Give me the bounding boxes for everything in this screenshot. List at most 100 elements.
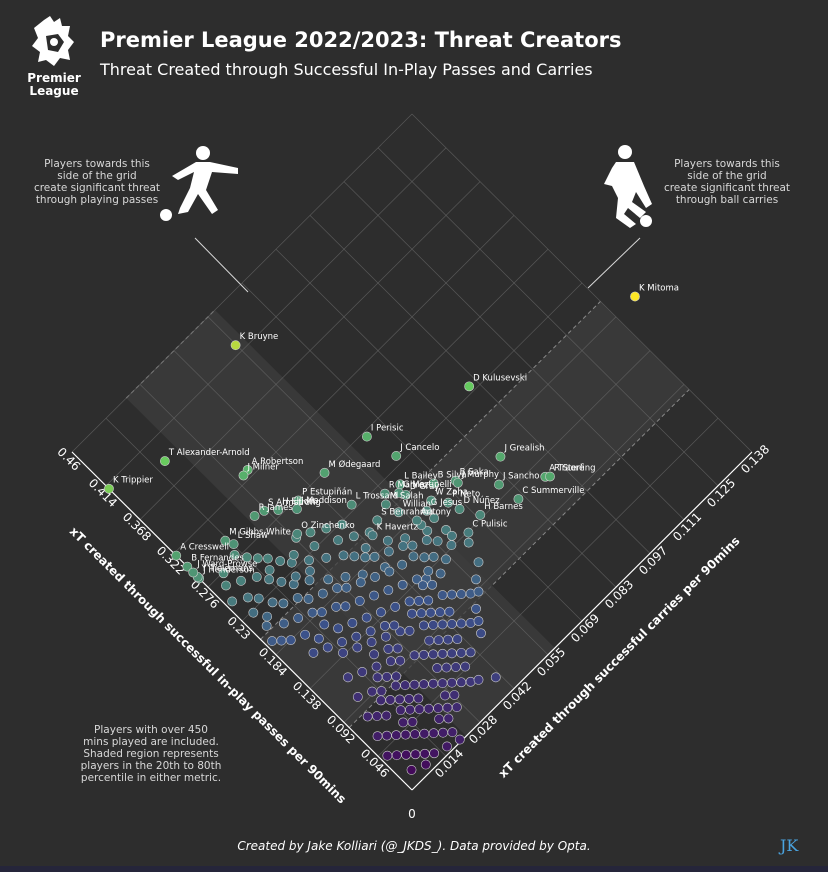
player-point bbox=[276, 576, 287, 587]
labeled-player-point bbox=[171, 550, 182, 561]
player-point bbox=[444, 606, 455, 617]
grid-line bbox=[139, 384, 481, 723]
player-point bbox=[441, 554, 451, 565]
player-point bbox=[447, 589, 457, 600]
player-point bbox=[437, 648, 448, 659]
player-point bbox=[371, 661, 382, 672]
player-point bbox=[218, 568, 229, 579]
player-point bbox=[347, 618, 358, 628]
player-point bbox=[243, 592, 253, 603]
grid-line bbox=[377, 147, 719, 487]
chart-title: Premier League 2022/2023: Threat Creator… bbox=[100, 28, 622, 52]
player-point bbox=[437, 619, 448, 630]
player-name-label: J Ward-Prowse bbox=[196, 560, 257, 570]
player-point bbox=[450, 662, 461, 672]
player-point bbox=[417, 580, 428, 591]
player-point bbox=[331, 601, 342, 612]
player-point bbox=[372, 711, 382, 721]
player-point bbox=[323, 574, 334, 585]
player-point bbox=[379, 620, 390, 631]
player-name-label: B Saka bbox=[460, 468, 489, 478]
player-point bbox=[421, 535, 432, 546]
carrying-player-icon bbox=[604, 145, 652, 228]
player-point bbox=[429, 513, 440, 524]
player-point bbox=[381, 730, 392, 741]
labeled-player-point bbox=[159, 456, 170, 466]
player-point bbox=[340, 601, 351, 612]
labeled-player-point bbox=[454, 504, 465, 514]
player-point bbox=[410, 749, 421, 760]
player-point bbox=[264, 565, 275, 575]
labeled-player-point bbox=[412, 515, 422, 526]
player-point bbox=[394, 694, 405, 705]
player-name-label: J Milner bbox=[246, 463, 279, 473]
player-point bbox=[360, 543, 371, 553]
player-point bbox=[381, 671, 392, 682]
carries-pointer-line bbox=[587, 237, 641, 289]
player-point bbox=[264, 574, 275, 585]
player-point bbox=[425, 607, 436, 618]
player-point bbox=[407, 608, 417, 619]
player-name-label: L Shaw bbox=[238, 531, 268, 541]
player-point bbox=[308, 647, 319, 658]
player-point bbox=[423, 566, 434, 576]
y-tick-label: 0.069 bbox=[568, 611, 602, 645]
logo-text-league: League bbox=[29, 84, 79, 98]
player-point bbox=[376, 695, 386, 706]
player-point bbox=[349, 551, 360, 562]
player-point bbox=[419, 728, 430, 739]
player-name-label: P Estupiñán bbox=[302, 487, 352, 497]
player-point bbox=[333, 623, 343, 634]
player-point bbox=[419, 748, 430, 759]
method-note: Players with over 450 mins played are in… bbox=[70, 724, 232, 784]
logo-text-premier: Premier bbox=[27, 71, 81, 85]
player-point bbox=[351, 631, 362, 642]
player-point bbox=[380, 631, 391, 642]
player-name-label: S Benrahma bbox=[381, 507, 433, 517]
grid-line bbox=[309, 215, 651, 554]
player-point bbox=[416, 608, 427, 619]
player-point bbox=[227, 596, 238, 607]
player-name-label: L Trossard bbox=[356, 492, 399, 502]
labeled-player-point bbox=[443, 497, 454, 508]
player-name-label: Y Tielemans bbox=[201, 564, 254, 574]
player-name-label: J Cancelo bbox=[399, 443, 439, 453]
labeled-player-point bbox=[362, 431, 372, 442]
player-point bbox=[463, 537, 474, 548]
player-point bbox=[423, 703, 434, 714]
grid-line bbox=[173, 350, 515, 689]
labeled-player-point bbox=[630, 291, 640, 302]
player-point bbox=[321, 552, 332, 563]
labeled-player-point bbox=[513, 494, 524, 504]
player-point bbox=[390, 680, 401, 691]
player-point bbox=[418, 649, 429, 660]
y-tick-label: 0.097 bbox=[636, 543, 670, 577]
player-point bbox=[413, 596, 424, 606]
labeled-player-point bbox=[367, 530, 378, 541]
player-point bbox=[242, 552, 252, 563]
labeled-player-point bbox=[273, 505, 284, 515]
player-point bbox=[473, 674, 484, 685]
player-point bbox=[452, 634, 463, 645]
player-point bbox=[319, 619, 330, 630]
labeled-player-point bbox=[428, 478, 439, 489]
player-point bbox=[292, 593, 303, 603]
player-point bbox=[304, 575, 315, 586]
passes-note-line: Players towards this bbox=[44, 158, 150, 170]
player-name-label: K Mitoma bbox=[639, 283, 679, 293]
player-point bbox=[456, 618, 467, 629]
player-point bbox=[413, 693, 424, 704]
player-point bbox=[317, 588, 328, 599]
passing-player-icon bbox=[160, 146, 238, 221]
labeled-player-point bbox=[379, 488, 390, 499]
labeled-player-point bbox=[346, 499, 357, 510]
player-point bbox=[316, 607, 327, 618]
x-tick-label: 0.46 bbox=[54, 445, 83, 474]
method-note-line: players in the 20th to 80th bbox=[80, 760, 222, 772]
labeled-player-point bbox=[426, 495, 437, 506]
player-point bbox=[429, 748, 440, 759]
labeled-player-point bbox=[259, 505, 270, 516]
labeled-player-point bbox=[292, 528, 303, 539]
y-axis-line bbox=[411, 451, 753, 791]
